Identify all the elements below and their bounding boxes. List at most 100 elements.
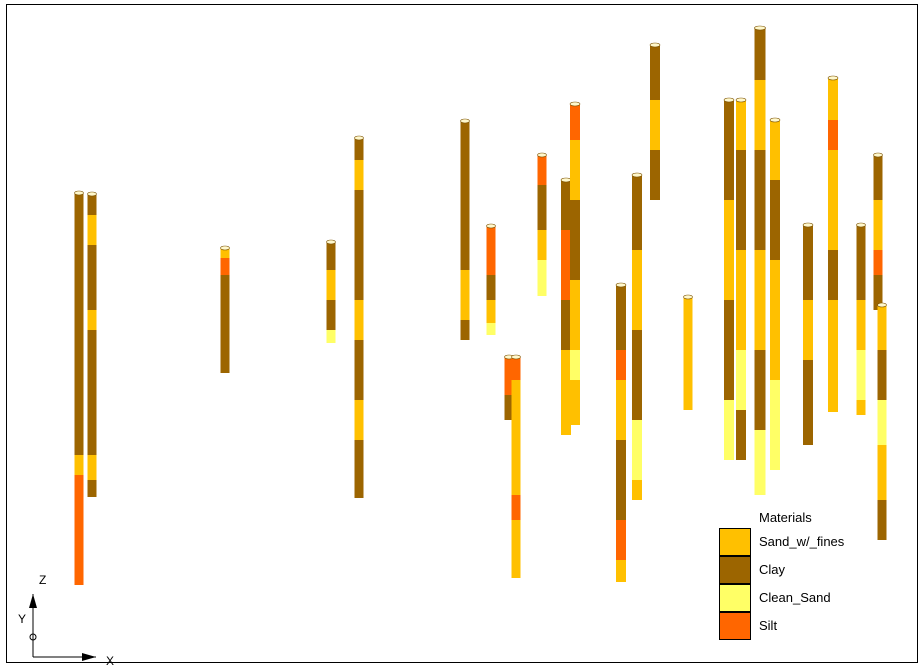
borehole-column <box>769 117 781 470</box>
borehole-segment <box>460 270 470 320</box>
borehole-segment <box>650 150 660 200</box>
borehole-segment <box>632 250 642 330</box>
borehole-cap <box>486 223 496 229</box>
x-axis-label: X <box>106 654 115 668</box>
borehole-cap <box>560 177 572 183</box>
borehole-segment <box>74 455 84 475</box>
borehole-segment <box>754 250 766 350</box>
borehole-cap <box>537 152 547 158</box>
borehole-column <box>486 223 496 335</box>
borehole-segment <box>87 480 97 497</box>
borehole-segment <box>354 340 364 400</box>
borehole-segment <box>770 260 780 380</box>
borehole-segment <box>326 270 336 300</box>
legend-item-clay: Clay <box>719 556 879 584</box>
borehole-cap <box>769 117 781 123</box>
borehole-segment <box>87 215 97 245</box>
borehole-segment <box>736 410 746 460</box>
borehole-segment <box>736 150 746 250</box>
borehole-column <box>873 152 883 310</box>
borehole-segment <box>724 100 734 200</box>
borehole-column <box>74 190 84 585</box>
borehole-segment <box>616 380 626 440</box>
borehole-cap <box>856 222 866 228</box>
borehole-column <box>649 42 661 200</box>
legend-item-sand-with-fines: Sand_w/_fines <box>719 528 879 556</box>
borehole-column <box>537 152 547 296</box>
borehole-segment <box>828 150 838 250</box>
borehole-column <box>354 135 364 498</box>
borehole-column <box>631 172 643 500</box>
borehole-segment <box>873 275 883 310</box>
borehole-segment <box>87 194 97 215</box>
borehole-cap <box>754 25 766 31</box>
borehole-cap <box>74 190 84 196</box>
y-axis-label: Y <box>18 612 27 626</box>
legend-item-silt: Silt <box>719 612 879 640</box>
legend-label: Sand_w/_fines <box>759 534 845 549</box>
legend-label: Clean_Sand <box>759 590 831 605</box>
borehole-segment <box>736 100 746 150</box>
borehole-segment <box>537 230 547 260</box>
borehole-segment <box>632 420 642 480</box>
borehole-segment <box>570 350 580 380</box>
borehole-cap <box>649 42 661 48</box>
borehole-segment <box>616 440 626 520</box>
borehole-segment <box>570 200 580 280</box>
borehole-segment <box>537 260 547 296</box>
borehole-segment <box>537 185 547 230</box>
borehole-column <box>802 222 814 445</box>
borehole-segment <box>754 28 766 80</box>
borehole-segment <box>570 140 580 200</box>
borehole-segment <box>877 445 887 500</box>
borehole-segment <box>511 380 521 495</box>
borehole-column <box>735 97 747 460</box>
borehole-column <box>856 222 866 415</box>
borehole-segment <box>570 280 580 350</box>
borehole-segment <box>511 520 521 578</box>
borehole-segment <box>561 230 571 300</box>
borehole-segment <box>220 275 230 373</box>
borehole-cap <box>683 294 693 300</box>
borehole-segment <box>354 190 364 300</box>
borehole-segment <box>856 350 866 400</box>
borehole-cap <box>511 354 521 360</box>
legend-swatch <box>719 556 751 584</box>
borehole-column <box>877 302 887 540</box>
borehole-segment <box>486 275 496 300</box>
borehole-segment <box>87 455 97 480</box>
borehole-segment <box>650 45 660 100</box>
borehole-segment <box>354 138 364 160</box>
borehole-segment <box>74 475 84 585</box>
borehole-segment <box>354 300 364 340</box>
borehole-cap <box>460 118 470 124</box>
borehole-segment <box>561 300 571 350</box>
borehole-segment <box>570 104 580 140</box>
borehole-segment <box>87 245 97 310</box>
borehole-segment <box>354 400 364 440</box>
borehole-segment <box>724 300 734 400</box>
borehole-segment <box>724 400 734 460</box>
legend-label: Clay <box>759 562 786 577</box>
borehole-segment <box>770 180 780 260</box>
borehole-segment <box>803 300 813 360</box>
borehole-column <box>220 245 230 373</box>
borehole-cap <box>802 222 814 228</box>
borehole-cap <box>615 282 627 288</box>
borehole-segment <box>770 120 780 180</box>
borehole-segment <box>632 480 642 500</box>
borehole-segment <box>74 193 84 455</box>
borehole-segment <box>561 350 571 435</box>
borehole-segment <box>632 175 642 250</box>
borehole-cap <box>87 191 97 197</box>
borehole-segment <box>354 160 364 190</box>
borehole-segment <box>616 560 626 582</box>
borehole-segment <box>877 400 887 445</box>
borehole-segment <box>828 78 838 120</box>
borehole-segment <box>486 300 496 323</box>
borehole-segment <box>724 200 734 300</box>
borehole-cap <box>877 302 887 308</box>
borehole-cap <box>569 101 581 107</box>
borehole-segment <box>856 400 866 415</box>
